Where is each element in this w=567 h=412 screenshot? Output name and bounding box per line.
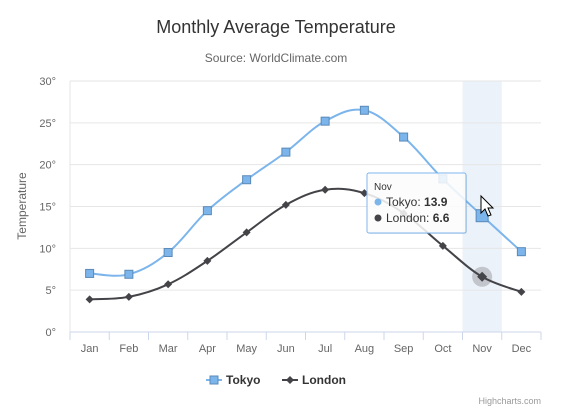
legend-label[interactable]: London [302,373,346,387]
legend-label[interactable]: Tokyo [226,373,260,387]
x-tick-label: Nov [472,343,492,355]
data-point-london[interactable] [438,241,447,250]
series-london[interactable] [85,185,526,304]
x-tick-label: Oct [434,343,451,355]
x-tick-label: Jan [81,343,99,355]
y-tick-label: 0° [45,327,56,339]
data-point-tokyo[interactable] [516,247,526,257]
tooltip-row: London: 6.6 [386,211,450,225]
series-line-london[interactable] [89,187,522,301]
legend-square-marker-icon [209,375,219,385]
x-tick-label: Mar [159,343,178,355]
credits-link[interactable]: Highcharts.com [478,396,541,406]
y-tick-label: 15° [39,202,56,214]
tooltip-value: 13.9 [424,195,448,209]
x-tick-label: May [236,343,257,355]
y-tick-label: 10° [39,243,56,255]
x-tick-label: Apr [199,343,216,355]
chart-subtitle: Source: WorldClimate.com [205,51,348,65]
legend-item-tokyo[interactable]: Tokyo [206,373,260,387]
y-axis-title: Temperature [15,172,29,240]
y-tick-label: 30° [39,76,56,88]
data-point-tokyo[interactable] [359,105,369,115]
data-point-tokyo[interactable] [320,116,330,126]
tooltip-series-name: London: [386,211,433,225]
y-tick-label: 25° [39,118,56,130]
tooltip-series-name: Tokyo: [386,195,424,209]
y-tick-label: 5° [45,285,56,297]
y-tick-label: 20° [39,160,56,172]
chart-title: Monthly Average Temperature [156,17,395,37]
tooltip-row: Tokyo: 13.9 [386,195,448,209]
x-tick-label: Sep [394,343,414,355]
data-point-london[interactable] [85,295,94,304]
mouse-cursor-icon [480,194,495,217]
data-point-london[interactable] [321,185,330,194]
y-axis-ticks: 0° 5° 10° 15° 20° 25° 30° [39,76,56,339]
data-point-tokyo[interactable] [399,132,409,142]
data-point-london[interactable] [164,280,173,289]
legend[interactable]: Tokyo London [206,373,346,387]
tooltip-header: Nov [374,182,392,193]
x-tick-label: Aug [355,343,375,355]
data-point-london[interactable] [203,256,212,265]
data-point-london[interactable] [124,292,133,301]
data-point-london[interactable] [281,200,290,209]
data-point-tokyo[interactable] [163,248,173,258]
data-point-tokyo[interactable] [281,147,291,157]
x-tick-label: Jun [277,343,295,355]
tooltip-series-dot [374,214,382,222]
tooltip-series-dot [374,198,382,206]
tooltip-box [366,172,467,234]
data-point-london[interactable] [477,271,488,282]
data-point-tokyo[interactable] [242,175,252,185]
series-layer[interactable] [85,105,526,304]
data-point-tokyo[interactable] [202,206,212,216]
x-tick-label: Jul [318,343,332,355]
tooltip-value: 6.6 [433,211,450,225]
legend-item-london[interactable]: London [282,373,346,387]
legend-diamond-marker-icon [286,376,294,384]
data-point-tokyo[interactable] [85,268,95,278]
x-tick-label: Dec [512,343,532,355]
data-point-london[interactable] [360,189,369,198]
x-tick-label: Feb [119,343,138,355]
x-axis-ticks: Jan Feb Mar Apr May Jun Jul Aug Sep Oct Nov Dec [69,332,542,355]
data-point-london[interactable] [242,228,251,237]
data-point-tokyo[interactable] [124,269,134,279]
data-point-london[interactable] [517,287,526,296]
tooltip: Nov Tokyo: 13.9 London: 6.6 [366,172,467,234]
